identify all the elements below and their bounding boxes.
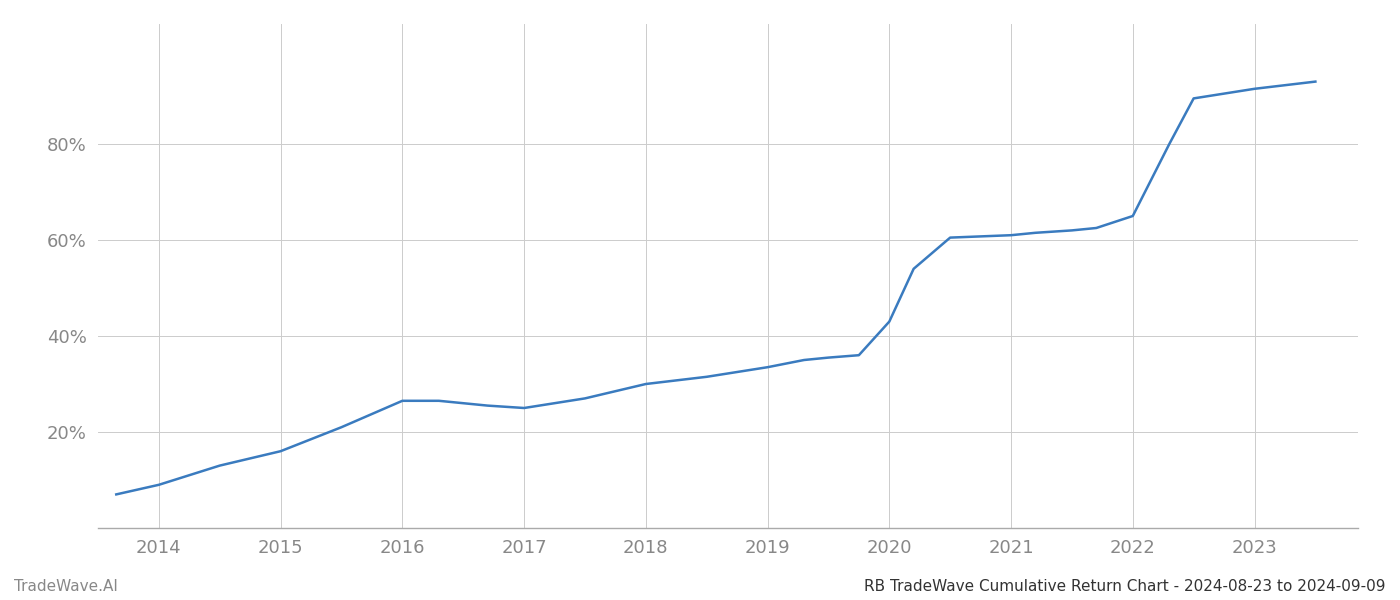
Text: RB TradeWave Cumulative Return Chart - 2024-08-23 to 2024-09-09: RB TradeWave Cumulative Return Chart - 2… bbox=[865, 579, 1386, 594]
Text: TradeWave.AI: TradeWave.AI bbox=[14, 579, 118, 594]
